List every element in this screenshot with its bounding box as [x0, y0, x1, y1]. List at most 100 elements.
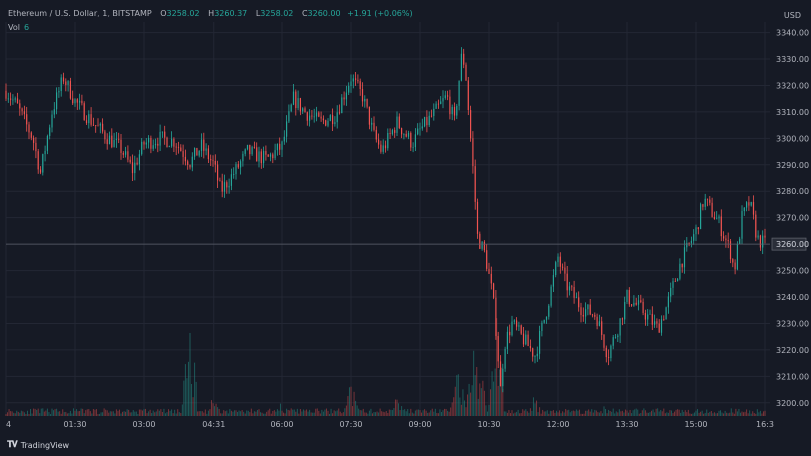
volume-bar — [85, 410, 87, 416]
candle-body — [396, 116, 398, 133]
candle-body — [359, 81, 361, 89]
volume-bar — [378, 412, 380, 416]
candle-body — [656, 321, 658, 324]
interval[interactable]: 1 — [102, 9, 108, 18]
volume-bar — [316, 408, 318, 416]
volume-bar — [275, 411, 277, 416]
volume-bar — [594, 409, 596, 416]
volume-bar — [99, 413, 101, 416]
volume-bar — [266, 411, 268, 416]
volume-bar — [145, 408, 147, 416]
volume-bar — [640, 412, 642, 416]
volume-bar — [416, 409, 418, 416]
volume-bar — [716, 413, 718, 416]
tradingview-logo[interactable]: 𝐓𝐕 TradingView — [7, 440, 69, 450]
candle-body — [12, 99, 14, 101]
volume-bar — [368, 410, 370, 416]
close-value: 3260.00 — [307, 9, 341, 18]
time-tick-label: 10:30 — [477, 420, 500, 429]
volume-bar — [623, 412, 625, 416]
volume-bar — [7, 412, 9, 416]
volume-bar — [437, 413, 439, 416]
volume-bar — [721, 412, 723, 416]
volume-bar — [546, 410, 548, 416]
symbol-name[interactable]: Ethereum / U.S. Dollar — [8, 9, 98, 18]
candle-body — [716, 218, 718, 220]
volume-bar — [628, 412, 630, 416]
candle-body — [460, 53, 462, 81]
volume-bar — [122, 411, 124, 416]
volume-bar — [347, 396, 349, 416]
volume-bar — [172, 413, 174, 416]
volume-bar — [660, 409, 662, 416]
candle-body — [56, 92, 58, 110]
candle-body — [309, 115, 311, 121]
volume-bar — [638, 413, 640, 416]
volume-bar — [223, 410, 225, 416]
candle-body — [447, 95, 449, 97]
candle-body — [274, 150, 276, 159]
candle-body — [125, 151, 127, 155]
volume-bar — [516, 411, 518, 416]
candle-body — [493, 283, 495, 298]
volume-bar — [229, 409, 231, 416]
last-price-line: 3260.00 — [6, 237, 809, 251]
volume-bar — [344, 408, 346, 416]
candle-body — [403, 133, 405, 135]
candle-body — [366, 98, 368, 107]
volume-bar — [531, 410, 533, 416]
price-tick-label: 3260.00 — [776, 240, 809, 249]
volume-legend[interactable]: Vol 6 — [8, 23, 29, 32]
volume-bar — [726, 412, 728, 416]
price-axis[interactable]: 3200.00 3210.00 3220.00 3230.00 3240.00 3250.… — [776, 29, 809, 408]
volume-bar — [212, 403, 214, 416]
time-axis[interactable]: 4 01:30 03:00 04:31 06:00 07:30 09:00 10:30 12:0… — [6, 420, 774, 429]
volume-bar — [149, 409, 151, 416]
currency-label[interactable]: USD — [783, 11, 801, 20]
volume-bar — [388, 409, 390, 416]
candle-body — [702, 204, 704, 207]
volume-bar — [453, 397, 455, 416]
candle-body — [695, 227, 697, 235]
volume-bar — [373, 412, 375, 416]
candle-body — [265, 151, 267, 155]
volume-bar — [635, 408, 637, 416]
open-value: 3258.02 — [166, 9, 200, 18]
volume-bar — [390, 409, 392, 416]
candle-body — [525, 334, 527, 345]
volume-bar — [171, 409, 173, 416]
volume-bar — [166, 412, 168, 416]
candle-body — [69, 81, 71, 99]
volume-bar — [345, 405, 347, 416]
volume-bar — [247, 410, 249, 416]
volume-bar — [611, 411, 613, 416]
candle-body — [743, 207, 745, 212]
volume-bar — [480, 388, 482, 416]
volume-bar — [519, 413, 521, 416]
candle-body — [504, 349, 506, 369]
candle-body — [246, 144, 249, 150]
candle-body — [527, 334, 529, 347]
candle-body — [451, 106, 453, 115]
volume-bar — [608, 409, 610, 416]
candle-body — [237, 164, 239, 168]
volume-bar — [571, 410, 573, 416]
candle-body — [617, 335, 619, 338]
candle-body — [693, 234, 695, 241]
candle-body — [233, 174, 235, 175]
candle-body — [718, 216, 720, 219]
volume-bar — [485, 405, 487, 416]
candle-body — [203, 139, 205, 151]
volume-bar — [563, 412, 565, 416]
candle-body — [131, 162, 134, 174]
candle-body — [281, 141, 283, 150]
volume-bar — [710, 410, 712, 416]
candle-body — [256, 147, 258, 162]
volume-bar — [49, 414, 51, 416]
volume-bar — [189, 332, 191, 416]
volume-bar — [385, 410, 387, 416]
volume-bar — [417, 409, 419, 416]
volume-bar — [112, 411, 114, 416]
